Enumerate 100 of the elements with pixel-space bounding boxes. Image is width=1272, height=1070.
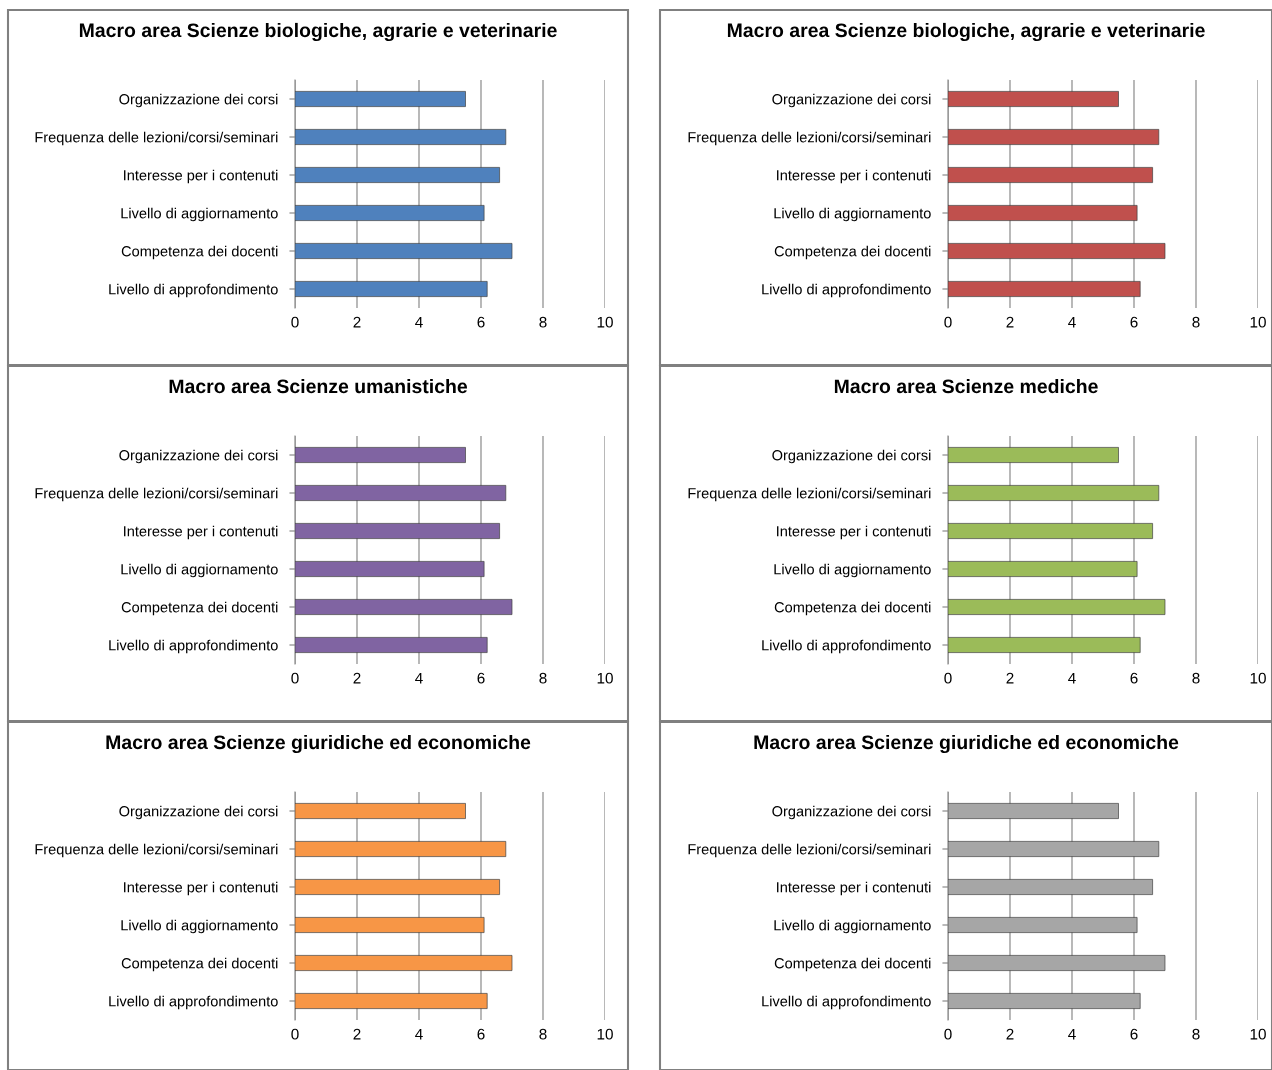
- y-tick-label: Organizzazione dei corsi: [772, 93, 931, 108]
- x-tick-label: 10: [597, 672, 613, 684]
- bar: [948, 917, 1138, 933]
- x-tick-label: 10: [1250, 1028, 1266, 1040]
- y-tick-label: Frequenza delle lezioni/corsi/seminari: [688, 131, 931, 146]
- x-tick-label: 6: [477, 1028, 485, 1040]
- x-tick-label: 2: [1006, 672, 1014, 684]
- x-tick-label: 10: [1250, 316, 1266, 328]
- chart-title: Macro area Scienze biologiche, agrarie e veterinarie: [727, 22, 1205, 42]
- y-tick-label: Competenza dei docenti: [121, 245, 278, 260]
- chart-title: Macro area Scienze mediche: [834, 378, 1098, 394]
- bar: [948, 803, 1119, 819]
- y-tick-label: Organizzazione dei corsi: [119, 449, 278, 464]
- y-tick-label: Frequenza delle lezioni/corsi/seminari: [688, 843, 931, 858]
- bar: [295, 523, 500, 539]
- x-tick-label: 4: [1068, 672, 1076, 684]
- bar: [948, 599, 1166, 615]
- x-tick-label: 2: [353, 316, 361, 328]
- bar: [948, 561, 1138, 577]
- bar: [948, 447, 1119, 463]
- y-tick-label: Livello di aggiornamento: [774, 919, 931, 934]
- bar: [295, 917, 485, 933]
- x-tick-label: 0: [291, 672, 299, 684]
- y-tick-label: Livello di approfondimento: [109, 639, 278, 654]
- bar: [295, 91, 466, 107]
- y-tick-label: Livello di aggiornamento: [121, 207, 278, 222]
- y-tick-label: Livello di approfondimento: [762, 639, 931, 654]
- x-tick-label: 0: [944, 316, 952, 328]
- y-tick-label: Competenza dei docenti: [774, 957, 931, 972]
- bar: [295, 129, 507, 145]
- x-tick-label: 4: [1068, 1028, 1076, 1040]
- y-tick-label: Livello di aggiornamento: [121, 563, 278, 578]
- bar: [948, 637, 1141, 653]
- bar: [948, 993, 1141, 1009]
- bar: [948, 485, 1160, 501]
- bar: [295, 879, 500, 895]
- y-tick-label: Interesse per i contenuti: [777, 169, 931, 184]
- y-tick-label: Organizzazione dei corsi: [772, 805, 931, 820]
- x-tick-label: 2: [353, 672, 361, 684]
- bar: [948, 129, 1160, 145]
- bar: [295, 205, 485, 221]
- chart-title: Macro area Scienze biologiche, agrarie e veterinarie: [79, 22, 557, 42]
- bar: [948, 281, 1141, 297]
- x-tick-label: 2: [1006, 1028, 1014, 1040]
- x-tick-label: 6: [1130, 1028, 1138, 1040]
- x-tick-label: 10: [1250, 672, 1266, 684]
- y-tick-label: Interesse per i contenuti: [124, 525, 278, 540]
- chart-title: Macro area Scienze giuridiche ed economiche: [754, 734, 1179, 754]
- x-tick-label: 0: [944, 1028, 952, 1040]
- bar: [295, 243, 513, 259]
- bar: [295, 485, 507, 501]
- x-tick-label: 8: [539, 1028, 547, 1040]
- y-tick-label: Livello di aggiornamento: [121, 919, 278, 934]
- x-tick-label: 0: [944, 672, 952, 684]
- x-tick-label: 6: [477, 672, 485, 684]
- bar: [948, 523, 1153, 539]
- bar: [295, 447, 466, 463]
- x-tick-label: 8: [539, 672, 547, 684]
- x-tick-label: 6: [477, 316, 485, 328]
- bar: [948, 841, 1160, 857]
- y-tick-label: Competenza dei docenti: [774, 245, 931, 260]
- x-tick-label: 8: [1192, 672, 1200, 684]
- x-tick-label: 0: [291, 316, 299, 328]
- y-tick-label: Competenza dei docenti: [121, 601, 278, 616]
- x-tick-label: 4: [415, 672, 423, 684]
- bar: [295, 167, 500, 183]
- x-tick-label: 8: [539, 316, 547, 328]
- x-tick-label: 6: [1130, 316, 1138, 328]
- x-tick-label: 6: [1130, 672, 1138, 684]
- bar: [948, 243, 1166, 259]
- x-tick-label: 4: [415, 316, 423, 328]
- y-tick-label: Livello di aggiornamento: [774, 563, 931, 578]
- x-tick-label: 4: [1068, 316, 1076, 328]
- bar: [295, 561, 485, 577]
- y-tick-label: Interesse per i contenuti: [777, 881, 931, 896]
- y-tick-label: Organizzazione dei corsi: [772, 449, 931, 464]
- x-tick-label: 4: [415, 1028, 423, 1040]
- x-tick-label: 8: [1192, 316, 1200, 328]
- bar: [948, 91, 1119, 107]
- bar: [295, 955, 513, 971]
- x-tick-label: 2: [1006, 316, 1014, 328]
- y-tick-label: Competenza dei docenti: [121, 957, 278, 972]
- chart-title: Macro area Scienze umanistiche: [169, 378, 468, 394]
- bar: [295, 637, 488, 653]
- x-tick-label: 10: [597, 1028, 613, 1040]
- y-tick-label: Organizzazione dei corsi: [119, 93, 278, 108]
- x-tick-label: 10: [597, 316, 613, 328]
- bar: [295, 841, 507, 857]
- y-tick-label: Livello di approfondimento: [762, 995, 931, 1010]
- y-tick-label: Organizzazione dei corsi: [119, 805, 278, 820]
- x-tick-label: 2: [353, 1028, 361, 1040]
- bar: [295, 803, 466, 819]
- y-tick-label: Livello di aggiornamento: [774, 207, 931, 222]
- y-tick-label: Frequenza delle lezioni/corsi/seminari: [35, 131, 278, 146]
- y-tick-label: Livello di approfondimento: [762, 283, 931, 298]
- y-tick-label: Interesse per i contenuti: [124, 881, 278, 896]
- y-tick-label: Livello di approfondimento: [109, 995, 278, 1010]
- y-tick-label: Frequenza delle lezioni/corsi/seminari: [35, 487, 278, 502]
- x-tick-label: 8: [1192, 1028, 1200, 1040]
- x-tick-label: 0: [291, 1028, 299, 1040]
